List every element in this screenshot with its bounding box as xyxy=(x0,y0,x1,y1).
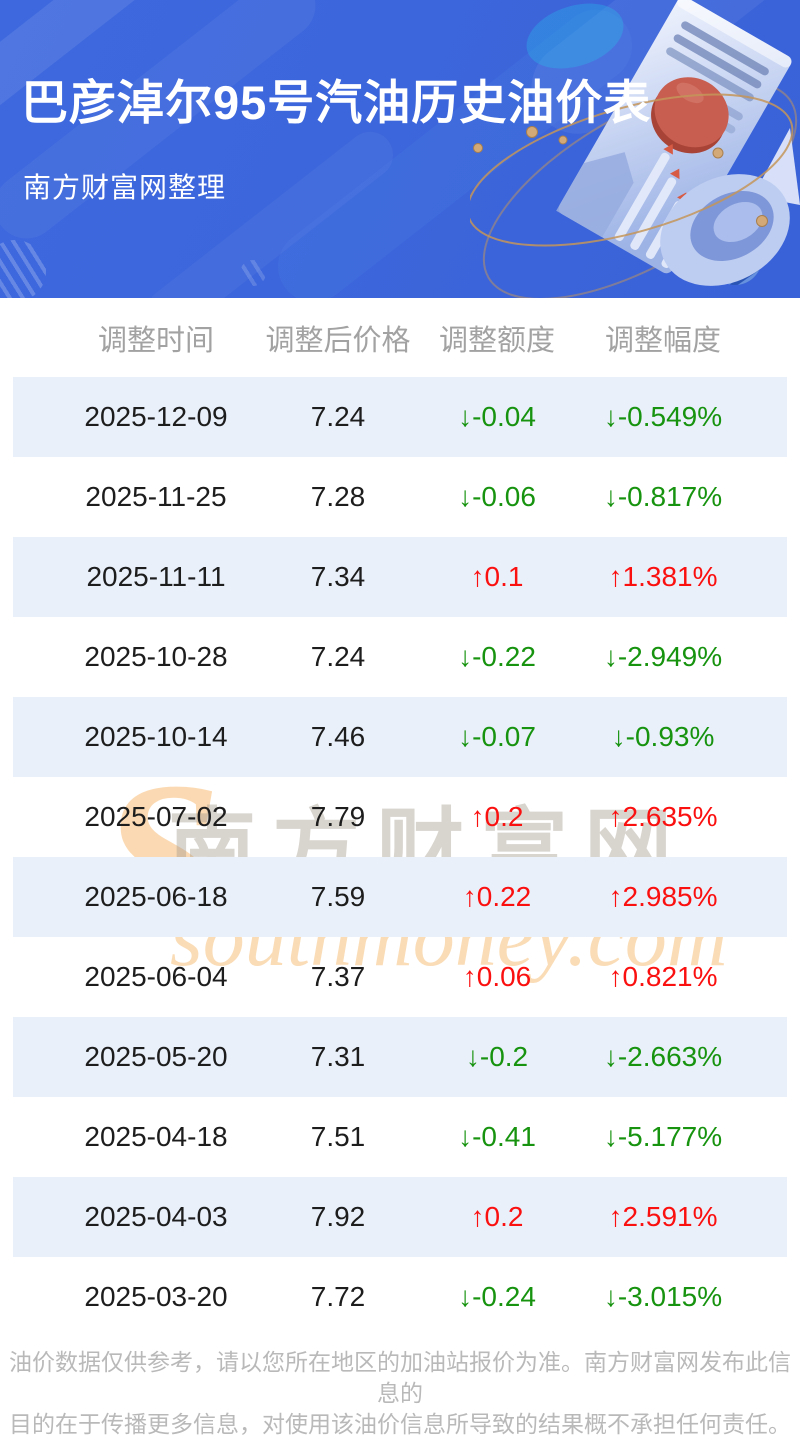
table-row: 2025-11-25 7.28 ↓-0.06 ↓-0.817% xyxy=(13,457,787,537)
table-row: 2025-07-02 7.79 ↑0.2 ↑2.635% xyxy=(13,777,787,857)
row-percent: ↓-0.817% xyxy=(603,481,723,512)
page-subtitle: 南方财富网整理 xyxy=(23,172,227,203)
row-change: ↓-0.41 xyxy=(458,1121,536,1152)
row-change: ↑0.2 xyxy=(470,1201,524,1232)
row-date: 2025-10-14 xyxy=(84,721,228,752)
row-change: ↑0.1 xyxy=(470,561,524,592)
table-row: 2025-10-28 7.24 ↓-0.22 ↓-2.949% xyxy=(13,617,787,697)
row-date: 2025-07-02 xyxy=(84,801,228,832)
row-price: 7.59 xyxy=(310,881,366,912)
row-percent: ↑0.821% xyxy=(608,961,718,992)
disclaimer-line-2: 目的在于传播更多信息，对使用该油价信息所导致的结果概不承担任何责任。 xyxy=(9,1411,791,1437)
row-change: ↑0.06 xyxy=(462,961,532,992)
decor-stripe xyxy=(137,122,403,298)
row-percent: ↓-0.549% xyxy=(603,401,723,432)
column-header-percent: 调整幅度 xyxy=(605,324,722,357)
page-title: 巴彦淖尔95号汽油历史油价表 xyxy=(21,76,652,129)
table-row: 2025-12-09 7.24 ↓-0.04 ↓-0.549% xyxy=(13,377,787,457)
disclaimer: 油价数据仅供参考，请以您所在地区的加油站报价为准。南方财富网发布此信息的 目的在… xyxy=(0,1347,800,1440)
row-price: 7.37 xyxy=(310,961,366,992)
row-date: 2025-03-20 xyxy=(84,1281,228,1312)
row-percent: ↑1.381% xyxy=(608,561,718,592)
row-price: 7.34 xyxy=(310,561,366,592)
row-change: ↑0.2 xyxy=(470,801,524,832)
row-price: 7.24 xyxy=(310,401,366,432)
row-change: ↓-0.06 xyxy=(458,481,536,512)
decor-striped-circle xyxy=(0,240,46,298)
row-date: 2025-04-03 xyxy=(84,1201,228,1232)
table-row: 2025-11-11 7.34 ↑0.1 ↑1.381% xyxy=(13,537,787,617)
row-percent: ↓-3.015% xyxy=(603,1281,723,1312)
row-percent: ↑2.985% xyxy=(608,881,718,912)
row-percent: ↓-2.949% xyxy=(603,641,723,672)
row-price: 7.51 xyxy=(310,1121,366,1152)
table-row: 2025-04-18 7.51 ↓-0.41 ↓-5.177% xyxy=(13,1097,787,1177)
row-percent: ↑2.635% xyxy=(608,801,718,832)
row-price: 7.92 xyxy=(310,1201,366,1232)
table-body: 2025-12-09 7.24 ↓-0.04 ↓-0.549% 2025-11-… xyxy=(0,377,800,1337)
column-header-date: 调整时间 xyxy=(97,324,214,357)
row-percent: ↓-5.177% xyxy=(603,1121,723,1152)
row-change: ↓-0.2 xyxy=(465,1041,529,1072)
row-change: ↑0.22 xyxy=(462,881,532,912)
row-change: ↓-0.24 xyxy=(458,1281,536,1312)
decor-striped-circle xyxy=(240,260,266,286)
row-price: 7.72 xyxy=(310,1281,366,1312)
row-date: 2025-06-18 xyxy=(84,881,228,912)
row-percent: ↓-0.93% xyxy=(611,721,715,752)
row-price: 7.24 xyxy=(310,641,366,672)
table-row: 2025-06-18 7.59 ↑0.22 ↑2.985% xyxy=(13,857,787,937)
row-date: 2025-05-20 xyxy=(84,1041,228,1072)
column-header-price: 调整后价格 xyxy=(265,324,411,357)
column-header-change: 调整额度 xyxy=(438,324,555,357)
row-percent: ↑2.591% xyxy=(608,1201,718,1232)
row-date: 2025-11-11 xyxy=(86,561,226,592)
row-date: 2025-04-18 xyxy=(84,1121,228,1152)
table-row: 2025-10-14 7.46 ↓-0.07 ↓-0.93% xyxy=(13,697,787,777)
hero-banner: 巴彦淖尔95号汽油历史油价表 南方财富网整理 xyxy=(0,0,800,298)
table-row: 2025-04-03 7.92 ↑0.2 ↑2.591% xyxy=(13,1177,787,1257)
row-date: 2025-12-09 xyxy=(84,401,228,432)
disclaimer-line-1: 油价数据仅供参考，请以您所在地区的加油站报价为准。南方财富网发布此信息的 xyxy=(9,1349,791,1406)
row-change: ↓-0.22 xyxy=(458,641,536,672)
table-row: 2025-03-20 7.72 ↓-0.24 ↓-3.015% xyxy=(13,1257,787,1337)
table-row: 2025-06-04 7.37 ↑0.06 ↑0.821% xyxy=(13,937,787,1017)
row-date: 2025-10-28 xyxy=(84,641,228,672)
row-change: ↓-0.04 xyxy=(458,401,536,432)
row-date: 2025-11-25 xyxy=(85,481,227,512)
receipt-chart-illustration xyxy=(470,0,800,298)
row-price: 7.79 xyxy=(310,801,366,832)
row-price: 7.28 xyxy=(310,481,366,512)
row-price: 7.31 xyxy=(310,1041,366,1072)
row-percent: ↓-2.663% xyxy=(603,1041,723,1072)
price-table: 调整时间 调整后价格 调整额度 调整幅度 2025-12-09 7.24 ↓-0… xyxy=(0,298,800,1337)
table-header: 调整时间 调整后价格 调整额度 调整幅度 xyxy=(13,298,787,377)
row-change: ↓-0.07 xyxy=(458,721,536,752)
row-price: 7.46 xyxy=(310,721,366,752)
row-date: 2025-06-04 xyxy=(84,961,228,992)
table-row: 2025-05-20 7.31 ↓-0.2 ↓-2.663% xyxy=(13,1017,787,1097)
